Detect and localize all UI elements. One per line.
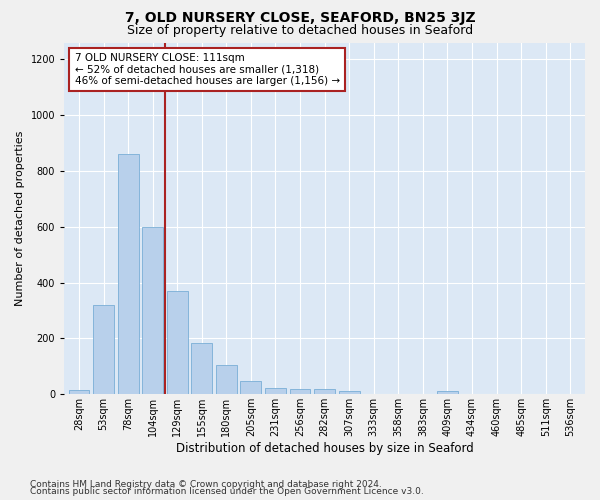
Bar — [265, 388, 286, 394]
Text: 7, OLD NURSERY CLOSE, SEAFORD, BN25 3JZ: 7, OLD NURSERY CLOSE, SEAFORD, BN25 3JZ — [125, 11, 475, 25]
Bar — [142, 227, 163, 394]
Bar — [241, 381, 262, 394]
Bar — [93, 305, 114, 394]
Text: Size of property relative to detached houses in Seaford: Size of property relative to detached ho… — [127, 24, 473, 37]
Text: Contains HM Land Registry data © Crown copyright and database right 2024.: Contains HM Land Registry data © Crown c… — [30, 480, 382, 489]
Bar — [118, 154, 139, 394]
Bar — [314, 390, 335, 394]
Bar — [290, 390, 310, 394]
Bar — [68, 390, 89, 394]
X-axis label: Distribution of detached houses by size in Seaford: Distribution of detached houses by size … — [176, 442, 473, 455]
Y-axis label: Number of detached properties: Number of detached properties — [15, 130, 25, 306]
Text: 7 OLD NURSERY CLOSE: 111sqm
← 52% of detached houses are smaller (1,318)
46% of : 7 OLD NURSERY CLOSE: 111sqm ← 52% of det… — [74, 53, 340, 86]
Bar — [437, 390, 458, 394]
Bar — [339, 390, 359, 394]
Bar — [216, 365, 237, 394]
Text: Contains public sector information licensed under the Open Government Licence v3: Contains public sector information licen… — [30, 487, 424, 496]
Bar — [167, 291, 188, 395]
Bar — [191, 342, 212, 394]
